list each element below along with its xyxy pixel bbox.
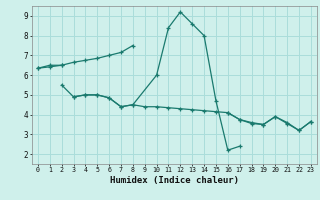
X-axis label: Humidex (Indice chaleur): Humidex (Indice chaleur) <box>110 176 239 185</box>
